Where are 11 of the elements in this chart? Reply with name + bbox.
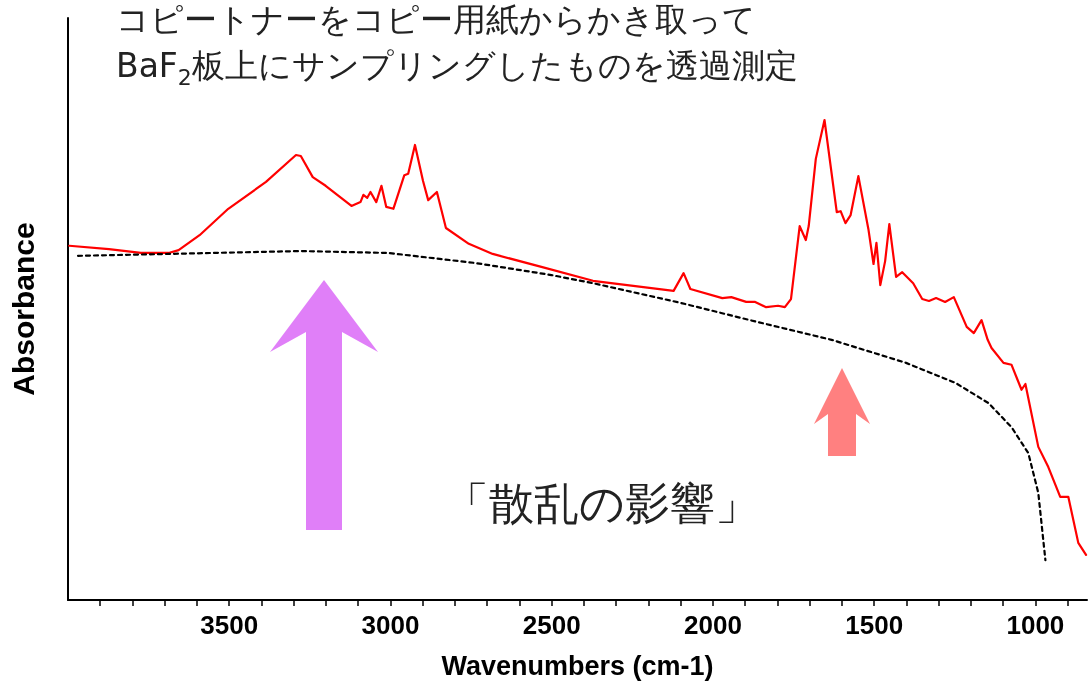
chart-title: コピートナーをコピー用紙からかき取って [116, 0, 756, 40]
y-axis-title: Absorbance [6, 222, 40, 396]
annotation: 「散乱の影響」 [444, 476, 760, 532]
x-tick-label: 2000 [684, 610, 742, 640]
chart-subtitle: BaF$_{2}$板上にサンプリングしたものを透過測定 [116, 46, 798, 92]
x-tick-label: 1500 [845, 610, 904, 640]
x-tick-label: 2500 [522, 610, 581, 640]
x-tick-label: 3000 [361, 610, 420, 640]
x-tick-label: 3500 [200, 610, 259, 640]
x-axis-title: Wavenumbers (cm-1) [441, 650, 714, 681]
x-tick-label: 1000 [1006, 610, 1065, 640]
